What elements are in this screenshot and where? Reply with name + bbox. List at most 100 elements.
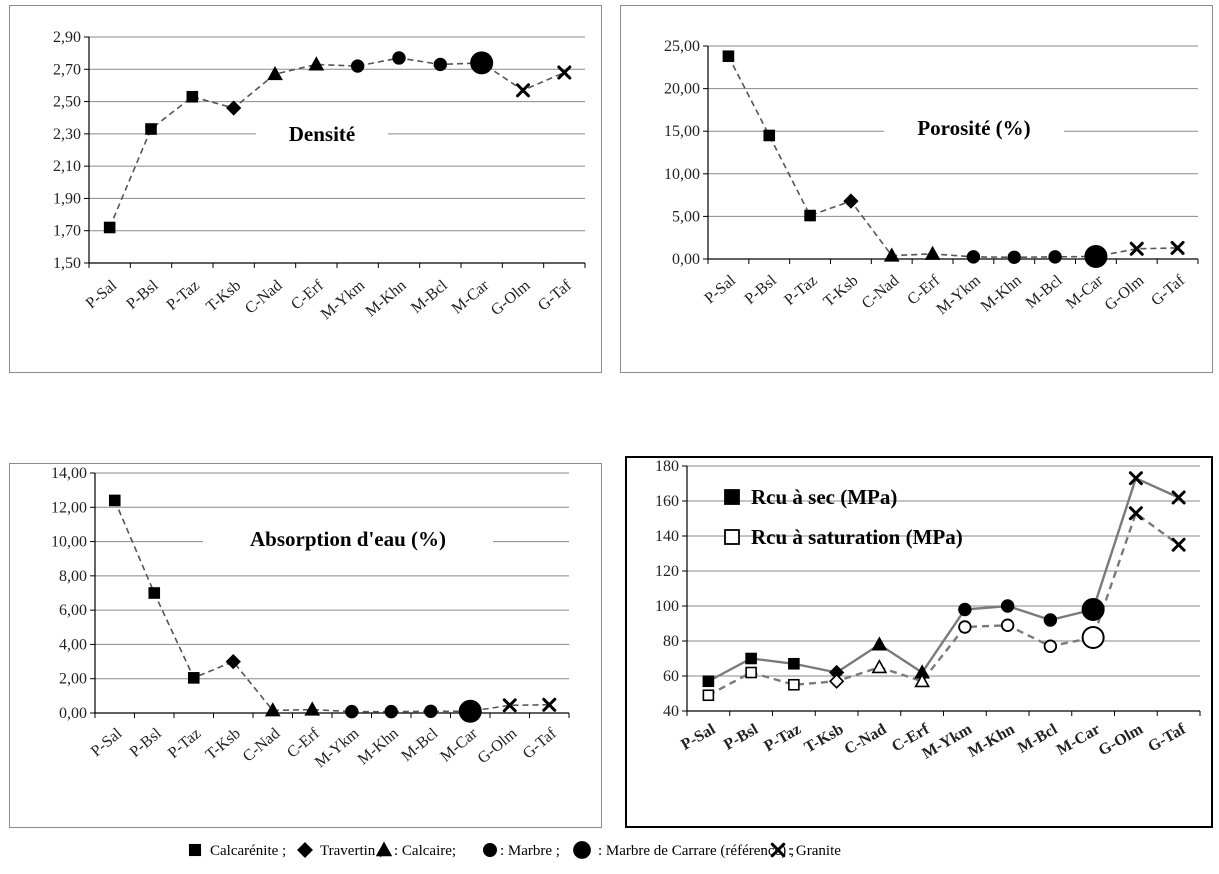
data-point xyxy=(871,659,888,674)
y-tick-label: 12,00 xyxy=(51,499,87,516)
data-point xyxy=(1084,244,1108,268)
data-point xyxy=(1170,240,1185,255)
rcu-panel: 40 60 80 100 120 140 160 180 P-Sal P-Bsl P-Taz T-Ks… xyxy=(625,456,1213,828)
data-point xyxy=(267,65,283,81)
data-point xyxy=(1007,250,1021,264)
data-point xyxy=(745,652,757,665)
y-tick-label: 2,30 xyxy=(53,126,81,143)
data-point xyxy=(966,250,981,264)
data-point xyxy=(1048,250,1062,264)
legend-marker xyxy=(297,842,313,858)
data-point xyxy=(1171,490,1186,505)
data-point xyxy=(516,83,530,98)
y-tick-label: 2,90 xyxy=(53,29,81,46)
chart-title: Absorption d'eau (%) xyxy=(250,527,446,551)
data-point xyxy=(1043,639,1058,653)
y-tick-label: 20,00 xyxy=(664,81,700,98)
y-tick-label: 2,10 xyxy=(53,158,81,175)
title-backing xyxy=(256,117,388,151)
data-point xyxy=(264,702,281,717)
y-tick-label: 2,00 xyxy=(59,671,87,688)
data-point xyxy=(722,50,735,63)
y-tick-label: 140 xyxy=(655,528,679,545)
legend-symbol xyxy=(724,489,740,505)
y-tick-label: 160 xyxy=(655,493,679,510)
data-point xyxy=(1128,506,1143,521)
data-point xyxy=(1081,598,1105,621)
data-point xyxy=(702,675,715,688)
legend-label: Rcu à saturation (MPa) xyxy=(751,525,963,549)
y-tick-label: 2,70 xyxy=(53,61,81,78)
data-point xyxy=(470,51,494,75)
data-point xyxy=(308,56,325,71)
densite-panel: 1,50 1,70 1,90 2,10 2,30 2,50 2,70 2,90 P-Sal P-B… xyxy=(9,5,602,373)
data-point xyxy=(225,653,241,670)
y-tick-label: 2,50 xyxy=(53,94,81,111)
data-point xyxy=(788,657,800,670)
y-tick-label: 100 xyxy=(655,598,679,615)
chart-title: Porosité (%) xyxy=(917,116,1030,140)
y-tick-label: 0,00 xyxy=(59,705,87,722)
data-point xyxy=(384,704,398,719)
y-tick-label: 120 xyxy=(655,563,679,580)
data-point xyxy=(187,672,200,684)
data-point xyxy=(914,673,930,688)
absorption-chart: 0,002,004,006,008,0010,0012,0014,00P-Sal… xyxy=(9,463,602,828)
data-point xyxy=(1081,626,1105,649)
data-point xyxy=(542,697,557,712)
y-tick-label: 10,00 xyxy=(664,166,700,183)
y-tick-label: 0,00 xyxy=(672,251,700,268)
data-point xyxy=(958,620,972,634)
data-point xyxy=(843,193,859,209)
legend-label: : Calcaire; xyxy=(394,843,456,859)
data-point xyxy=(745,666,757,679)
data-point xyxy=(557,65,572,80)
legend-label: : Marbre ; xyxy=(500,843,560,859)
data-point xyxy=(433,57,448,72)
y-tick-label: 4,00 xyxy=(59,636,87,653)
legend-label: Travertin ; xyxy=(320,843,383,859)
legend-marker xyxy=(483,843,497,857)
data-point xyxy=(828,673,845,689)
y-tick-label: 80 xyxy=(663,633,679,650)
y-tick-label: 180 xyxy=(655,458,679,475)
legend-marker xyxy=(188,843,202,857)
legend-marker xyxy=(375,841,393,857)
y-tick-label: 5,00 xyxy=(672,208,700,225)
series-line xyxy=(707,476,1180,683)
chart-border xyxy=(9,5,602,373)
data-point xyxy=(1171,537,1186,552)
chart-border xyxy=(9,463,602,828)
y-tick-label: 1,50 xyxy=(53,255,81,272)
data-point xyxy=(1000,599,1015,613)
title-backing xyxy=(884,111,1064,145)
chart-border xyxy=(625,456,1213,828)
data-point xyxy=(924,245,941,260)
legend-label: : Marbre de Carrare (référence) ; xyxy=(598,843,794,859)
data-point xyxy=(148,587,161,599)
legend-marker xyxy=(770,842,786,858)
y-tick-label: 10,00 xyxy=(51,534,87,551)
y-tick-label: 15,00 xyxy=(664,123,700,140)
data-point xyxy=(458,699,482,723)
data-point xyxy=(392,51,406,65)
data-point xyxy=(1129,241,1144,256)
y-tick-label: 60 xyxy=(663,668,679,685)
legend-symbol xyxy=(724,529,740,545)
legend-marker xyxy=(573,841,591,859)
data-point xyxy=(1043,613,1058,627)
data-point xyxy=(186,90,199,103)
legend-label: Rcu à sec (MPa) xyxy=(751,485,897,509)
data-point xyxy=(871,636,888,651)
title-backing xyxy=(203,522,493,556)
densite-chart: 1,501,701,902,102,302,502,702,90P-Sal P-B… xyxy=(9,5,602,373)
y-tick-label: 6,00 xyxy=(59,602,87,619)
y-tick-label: 14,00 xyxy=(51,465,87,482)
absorption-panel: 0,00 2,00 4,00 6,00 8,00 10,00 12,00 14,00 P-Sal… xyxy=(9,463,602,828)
y-tick-label: 1,70 xyxy=(53,223,81,240)
y-tick-label: 40 xyxy=(663,703,679,720)
chart-border xyxy=(620,5,1213,373)
data-point xyxy=(763,129,776,142)
